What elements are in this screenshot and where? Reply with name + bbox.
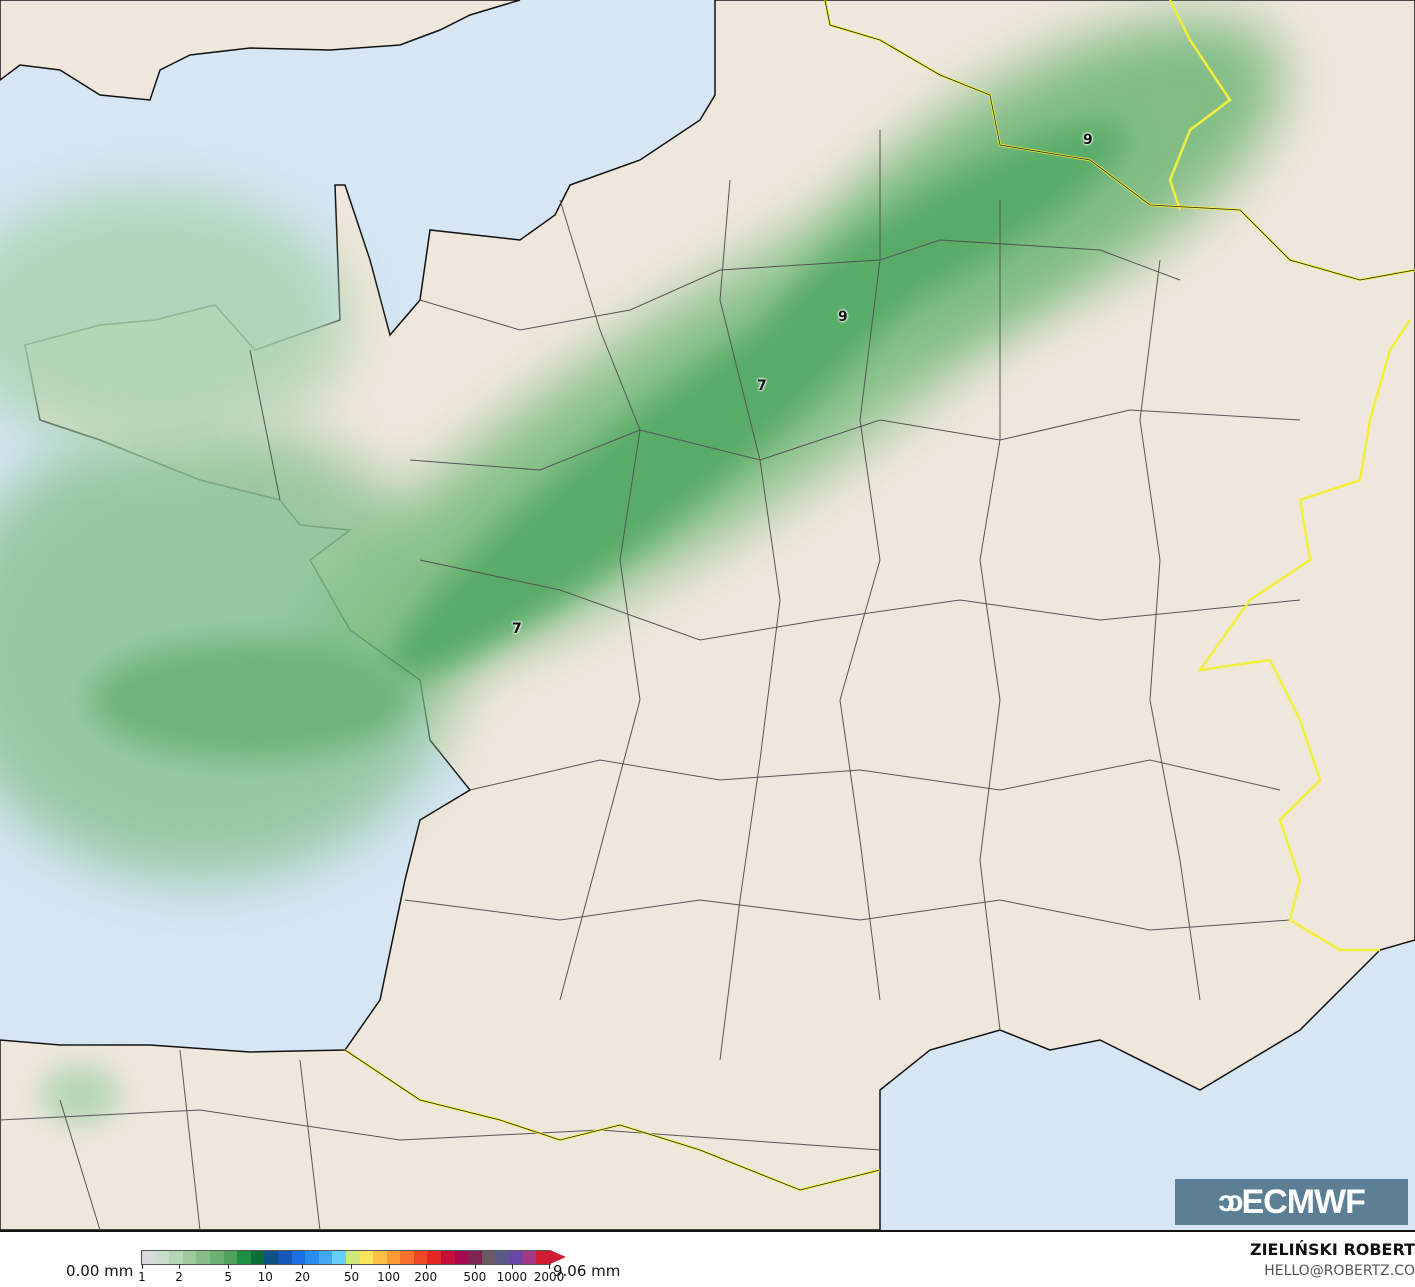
tick-label: 1000 <box>496 1270 528 1284</box>
colorbar-swatch <box>495 1251 510 1264</box>
tick-mark <box>179 1264 181 1269</box>
colorbar-swatch <box>413 1251 428 1264</box>
tick-label: 100 <box>377 1270 401 1284</box>
colorbar-swatch <box>536 1251 550 1264</box>
colorbar-swatch <box>441 1251 455 1264</box>
tick-mark <box>474 1264 476 1269</box>
tick-label: 10 <box>257 1270 273 1284</box>
author-name: ZIELIŃSKI ROBERT <box>1249 1240 1415 1259</box>
tick-mark <box>265 1264 267 1269</box>
colorbar-swatch <box>400 1251 414 1264</box>
colorbar-swatch <box>332 1251 346 1264</box>
country-borders-outline <box>344 0 1415 1191</box>
colorbar-swatch <box>155 1251 170 1264</box>
map-canvas <box>0 0 1415 1231</box>
value-label: 9 <box>1083 132 1093 148</box>
ecmwf-logo: ↄↄ ECMWF <box>1175 1179 1408 1225</box>
tick-label: 2000 <box>533 1270 565 1284</box>
colorbar-swatch <box>386 1251 401 1264</box>
tick-mark <box>425 1264 427 1269</box>
colorbar-swatch <box>345 1251 360 1264</box>
colorbar-swatch <box>142 1251 156 1264</box>
author-email: HELLO@ROBERTZ.CO <box>1264 1263 1415 1279</box>
tick-label: 50 <box>343 1270 360 1284</box>
colorbar-swatch <box>169 1251 183 1264</box>
tick-mark <box>511 1264 513 1269</box>
value-label: 7 <box>512 621 522 637</box>
land-uk <box>0 0 521 101</box>
tick-label: 200 <box>414 1270 438 1284</box>
value-label: 7 <box>757 378 767 394</box>
logo-text: ECMWF <box>1241 1182 1365 1221</box>
color-legend: 0.00 mm 1 2 5 10 20 50 100 200 500 1000 2000 9.06 … <box>0 1240 700 1287</box>
colorbar <box>141 1250 551 1265</box>
precipitation-map: 9 9 7 7 ↄↄ ECMWF <box>0 0 1415 1232</box>
legend-max-label: 9.06 mm <box>553 1262 621 1280</box>
colorbar-swatch <box>522 1251 537 1264</box>
tick-mark <box>351 1264 353 1269</box>
colorbar-extend-arrow <box>550 1250 566 1264</box>
region-borders <box>0 130 1301 1231</box>
colorbar-swatch <box>359 1251 374 1264</box>
tick-label: 1 <box>138 1270 146 1284</box>
colorbar-swatch <box>454 1251 469 1264</box>
colorbar-swatch <box>196 1251 210 1264</box>
rain-field <box>0 18 1282 1125</box>
colorbar-swatch <box>264 1251 278 1264</box>
tick-mark <box>302 1264 304 1269</box>
colorbar-swatch <box>318 1251 333 1264</box>
colorbar-swatch <box>373 1251 387 1264</box>
colorbar-swatch <box>509 1251 523 1264</box>
author-credit: ZIELIŃSKI ROBERT HELLO@ROBERTZ.CO <box>1250 1240 1415 1279</box>
tick-label: 5 <box>224 1270 232 1284</box>
tick-label: 2 <box>175 1270 183 1284</box>
tick-label: 20 <box>294 1270 311 1284</box>
tick-mark <box>388 1264 390 1269</box>
colorbar-swatch <box>277 1251 292 1264</box>
colorbar-swatch <box>209 1251 224 1264</box>
tick-mark <box>142 1264 143 1269</box>
colorbar-swatch <box>305 1251 319 1264</box>
colorbar-swatch <box>250 1251 265 1264</box>
colorbar-swatch <box>237 1251 251 1264</box>
tick-mark <box>549 1264 550 1269</box>
legend-min-label: 0.00 mm <box>66 1262 134 1280</box>
colorbar-swatch <box>468 1251 482 1264</box>
ecmwf-symbol-icon: ↄↄ <box>1218 1185 1244 1218</box>
colorbar-swatch <box>481 1251 496 1264</box>
colorbar-swatch <box>427 1251 442 1264</box>
colorbar-swatch <box>223 1251 238 1264</box>
value-label: 9 <box>838 309 848 325</box>
tick-mark <box>228 1264 230 1269</box>
colorbar-swatch <box>291 1251 306 1264</box>
colorbar-swatch <box>182 1251 197 1264</box>
tick-label: 500 <box>463 1270 487 1284</box>
